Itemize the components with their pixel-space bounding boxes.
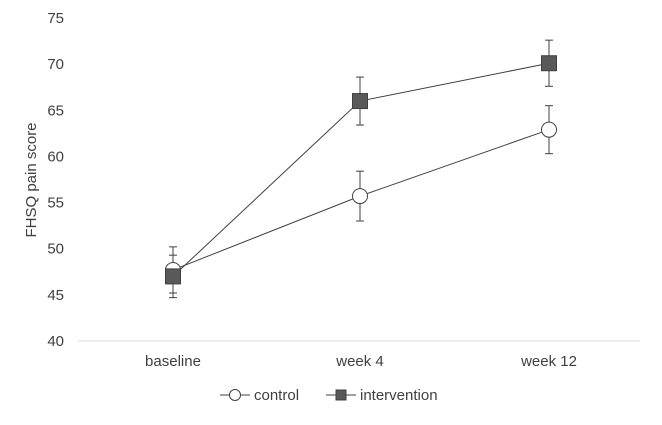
legend-marker (335, 389, 347, 401)
y-tick-label: 75 (47, 10, 64, 27)
data-point-control (352, 188, 368, 205)
legend-marker (229, 389, 241, 401)
legend-item-intervention: intervention (326, 387, 438, 404)
data-point-intervention (541, 55, 557, 72)
legend-label: intervention (360, 387, 438, 404)
legend-label: control (254, 387, 299, 404)
y-tick-label: 70 (47, 56, 64, 73)
series-layer (165, 39, 557, 299)
y-tick-label: 65 (47, 102, 64, 119)
legend-item-control: control (220, 387, 299, 404)
y-tick-labels: 40 45 50 55 60 65 70 75 (47, 10, 64, 350)
y-tick-label: 55 (47, 195, 64, 212)
data-point-control (541, 121, 557, 138)
x-tick-label: week 4 (335, 353, 384, 370)
data-point-intervention (165, 268, 181, 285)
y-tick-label: 45 (47, 287, 64, 304)
legend: control intervention (220, 387, 438, 404)
data-point-intervention (352, 93, 368, 110)
x-tick-label: week 12 (520, 353, 577, 370)
y-tick-label: 60 (47, 148, 64, 165)
y-axis-title: FHSQ pain score (23, 122, 40, 237)
x-tick-label: baseline (145, 353, 201, 370)
x-tick-labels: baseline week 4 week 12 (145, 353, 577, 370)
y-tick-label: 40 (47, 333, 64, 350)
y-tick-label: 50 (47, 241, 64, 258)
